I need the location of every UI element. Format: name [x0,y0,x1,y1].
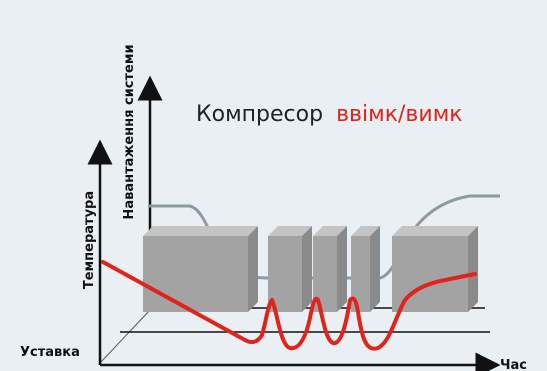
front-y-axis-label: Температура [82,191,97,289]
setpoint-label: Уставка [20,345,80,360]
back-y-axis-label: Навантаження системи [122,44,137,219]
time-axis-label: Час [500,358,527,371]
title-prefix: Компресор [196,102,323,127]
compressor-block-1 [143,226,258,312]
title-highlight: ввімк/вимк [336,102,463,127]
compressor-block-2 [268,226,312,312]
temperature-line [101,260,477,351]
diagram-title: Компресор ввімк/вимк [196,102,463,127]
depth-axis-line [99,309,151,364]
compressor-block-4 [351,226,380,312]
